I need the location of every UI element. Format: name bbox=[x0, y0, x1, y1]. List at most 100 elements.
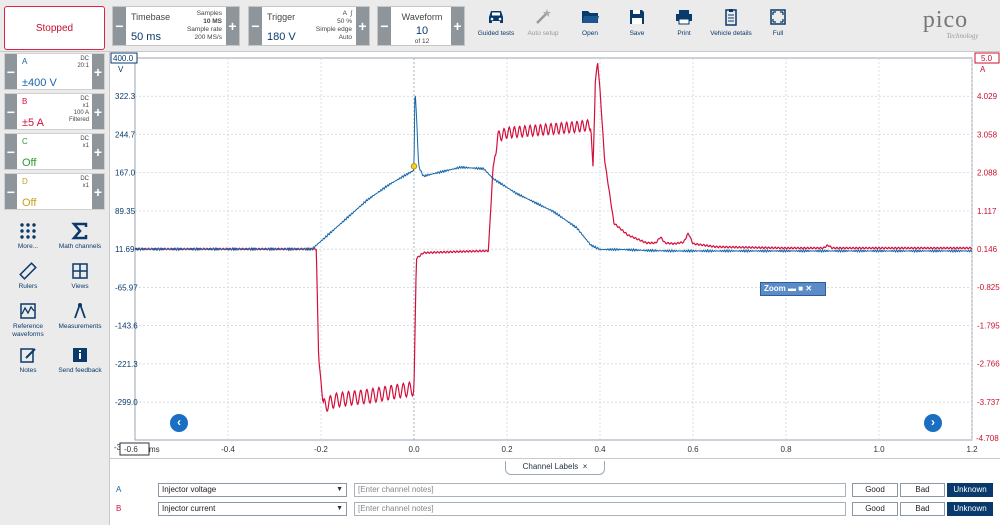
timebase-increase-button[interactable]: + bbox=[226, 7, 239, 45]
close-icon[interactable]: × bbox=[580, 462, 588, 471]
views-label: Views bbox=[71, 283, 89, 290]
trigger-channel[interactable]: A bbox=[342, 10, 347, 17]
channel-range-increase-button[interactable]: + bbox=[92, 174, 104, 209]
guided-tests-button[interactable]: Guided tests bbox=[470, 8, 522, 37]
trigger-info: A ʃ 50 % Simple edge Auto bbox=[316, 10, 352, 42]
channel-label-select[interactable]: Injector current ▼ bbox=[158, 502, 347, 516]
more-label: More... bbox=[17, 243, 39, 250]
channel-range-decrease-button[interactable]: − bbox=[5, 94, 17, 129]
open-label: Open bbox=[582, 30, 598, 37]
channel-settings[interactable]: DC x1 bbox=[80, 136, 89, 150]
timebase-value[interactable]: 50 ms bbox=[131, 31, 161, 43]
zoom-toolbar[interactable]: Zoom ▬ ■ ✕ bbox=[760, 282, 826, 296]
zoom-label: Zoom bbox=[764, 284, 786, 293]
trigger-mode[interactable]: Auto bbox=[338, 34, 352, 41]
channel-labels-tab[interactable]: Channel Labels × bbox=[505, 461, 605, 475]
waveform-index[interactable]: 10 bbox=[415, 25, 429, 37]
open-button[interactable]: Open bbox=[564, 8, 616, 37]
run-stop-button[interactable]: Stopped bbox=[4, 6, 105, 50]
more-button[interactable]: More... bbox=[5, 222, 51, 251]
floppy-disk-icon bbox=[630, 10, 644, 24]
channel-range[interactable]: Off bbox=[22, 197, 37, 209]
channel-range-increase-button[interactable]: + bbox=[92, 94, 104, 129]
right-axis-max-box[interactable] bbox=[974, 52, 1000, 64]
measurements-button[interactable]: Measurements bbox=[57, 302, 103, 331]
trigger-level-value[interactable]: 180 V bbox=[267, 31, 296, 43]
rating-unknown-button[interactable]: Unknown bbox=[947, 483, 993, 497]
notes-button[interactable]: Notes bbox=[5, 346, 51, 375]
channel-range-decrease-button[interactable]: − bbox=[5, 134, 17, 169]
reference-waveforms-button[interactable]: Reference waveforms bbox=[5, 302, 51, 339]
channel-settings[interactable]: DC 20:1 bbox=[77, 56, 89, 70]
trigger-type[interactable]: Simple edge bbox=[315, 26, 352, 33]
right-axis-tick-label: -4.708 bbox=[976, 434, 999, 443]
logo-main-text: pico bbox=[922, 7, 969, 33]
full-screen-button[interactable]: Full bbox=[752, 8, 804, 37]
trigger-decrease-button[interactable]: − bbox=[249, 7, 262, 45]
channel-range-increase-button[interactable]: + bbox=[92, 134, 104, 169]
notes-pencil-icon bbox=[20, 348, 36, 363]
channel-letter[interactable]: A bbox=[22, 57, 28, 66]
waveform-count: of 12 bbox=[414, 38, 430, 45]
sample-rate-value: 200 MS/s bbox=[194, 34, 222, 41]
x-axis-min-box[interactable] bbox=[119, 442, 150, 456]
channel-settings[interactable]: DC x1 bbox=[80, 176, 89, 190]
channel-coupling: DC bbox=[80, 96, 89, 102]
right-axis-tick-label: -2.766 bbox=[977, 360, 1000, 369]
channel-range[interactable]: Off bbox=[22, 157, 37, 169]
rating-label: Bad bbox=[915, 504, 930, 513]
waveform-next-button[interactable]: + bbox=[451, 7, 464, 45]
scope-plot[interactable]: 322.3 244.7 167.0 89.35 11.69 -65.97 -143.6 -22… bbox=[110, 52, 1000, 458]
channel-range[interactable]: ±5 A bbox=[22, 117, 44, 129]
chevron-down-icon: ▼ bbox=[336, 486, 343, 493]
save-button[interactable]: Save bbox=[611, 8, 663, 37]
scope-view[interactable]: 322.3 244.7 167.0 89.35 11.69 -65.97 -143.6 -22… bbox=[110, 52, 1000, 458]
rating-unknown-button[interactable]: Unknown bbox=[947, 502, 993, 516]
zoom-minimize-icon[interactable]: ▬ bbox=[788, 284, 797, 293]
vehicle-details-button[interactable]: Vehicle details bbox=[705, 8, 757, 37]
channel-letter[interactable]: B bbox=[22, 97, 28, 106]
channel-notes-input[interactable]: [Enter channel notes] bbox=[354, 483, 846, 497]
trigger-label: Trigger bbox=[267, 12, 296, 22]
x-axis-tick-label: 0.0 bbox=[408, 445, 420, 454]
rating-bad-button[interactable]: Bad bbox=[900, 483, 945, 497]
waveform-previous-button[interactable]: − bbox=[378, 7, 391, 45]
views-button[interactable]: Views bbox=[57, 262, 103, 291]
zoom-close-icon[interactable]: ✕ bbox=[805, 284, 813, 293]
channel-settings[interactable]: DC x1 100 A Filtered bbox=[69, 96, 89, 124]
channel-range-increase-button[interactable]: + bbox=[92, 54, 104, 89]
samples-value[interactable]: 10 MS bbox=[203, 18, 222, 25]
channel-range-decrease-button[interactable]: − bbox=[5, 54, 17, 89]
channel-letter[interactable]: D bbox=[22, 177, 28, 186]
send-feedback-button[interactable]: Send feedback bbox=[57, 346, 103, 375]
rating-good-button[interactable]: Good bbox=[852, 483, 898, 497]
run-state-label: Stopped bbox=[35, 22, 74, 34]
auto-setup-button[interactable]: Auto setup bbox=[517, 8, 569, 37]
print-button[interactable]: Print bbox=[658, 8, 710, 37]
channel-range-decrease-button[interactable]: − bbox=[5, 174, 17, 209]
trigger-control: − Trigger 180 V A ʃ 50 % Simple edge Aut… bbox=[248, 6, 370, 46]
timebase-control: − Timebase 50 ms Samples 10 MS Sample ra… bbox=[112, 6, 240, 46]
x-axis-unit: ms bbox=[149, 445, 160, 454]
x-axis-tick-label: 0.4 bbox=[594, 445, 606, 454]
channel-range[interactable]: ±400 V bbox=[22, 77, 57, 89]
left-axis-max-box[interactable] bbox=[110, 52, 138, 64]
channel-notes-input[interactable]: [Enter channel notes] bbox=[354, 502, 846, 516]
channel-d-control: − D Off DC x1 + bbox=[4, 173, 105, 210]
channel-letter[interactable]: C bbox=[22, 137, 28, 146]
scroll-left-button[interactable]: ‹ bbox=[170, 414, 188, 432]
channel-label-select[interactable]: Injector voltage ▼ bbox=[158, 483, 347, 497]
rulers-button[interactable]: Rulers bbox=[5, 262, 51, 291]
timebase-decrease-button[interactable]: − bbox=[113, 7, 126, 45]
x-axis-min-value: -0.6 bbox=[124, 445, 138, 454]
zoom-restore-icon[interactable]: ■ bbox=[798, 284, 804, 293]
rating-good-button[interactable]: Good bbox=[852, 502, 898, 516]
trigger-edge-icon[interactable]: ʃ bbox=[350, 10, 352, 17]
trigger-increase-button[interactable]: + bbox=[356, 7, 369, 45]
math-channels-label: Math channels bbox=[58, 243, 102, 250]
math-channels-button[interactable]: Math channels bbox=[57, 222, 103, 251]
rating-bad-button[interactable]: Bad bbox=[900, 502, 945, 516]
trigger-position[interactable]: 50 % bbox=[337, 18, 352, 25]
scroll-right-button[interactable]: › bbox=[924, 414, 942, 432]
trigger-marker[interactable] bbox=[410, 163, 418, 170]
